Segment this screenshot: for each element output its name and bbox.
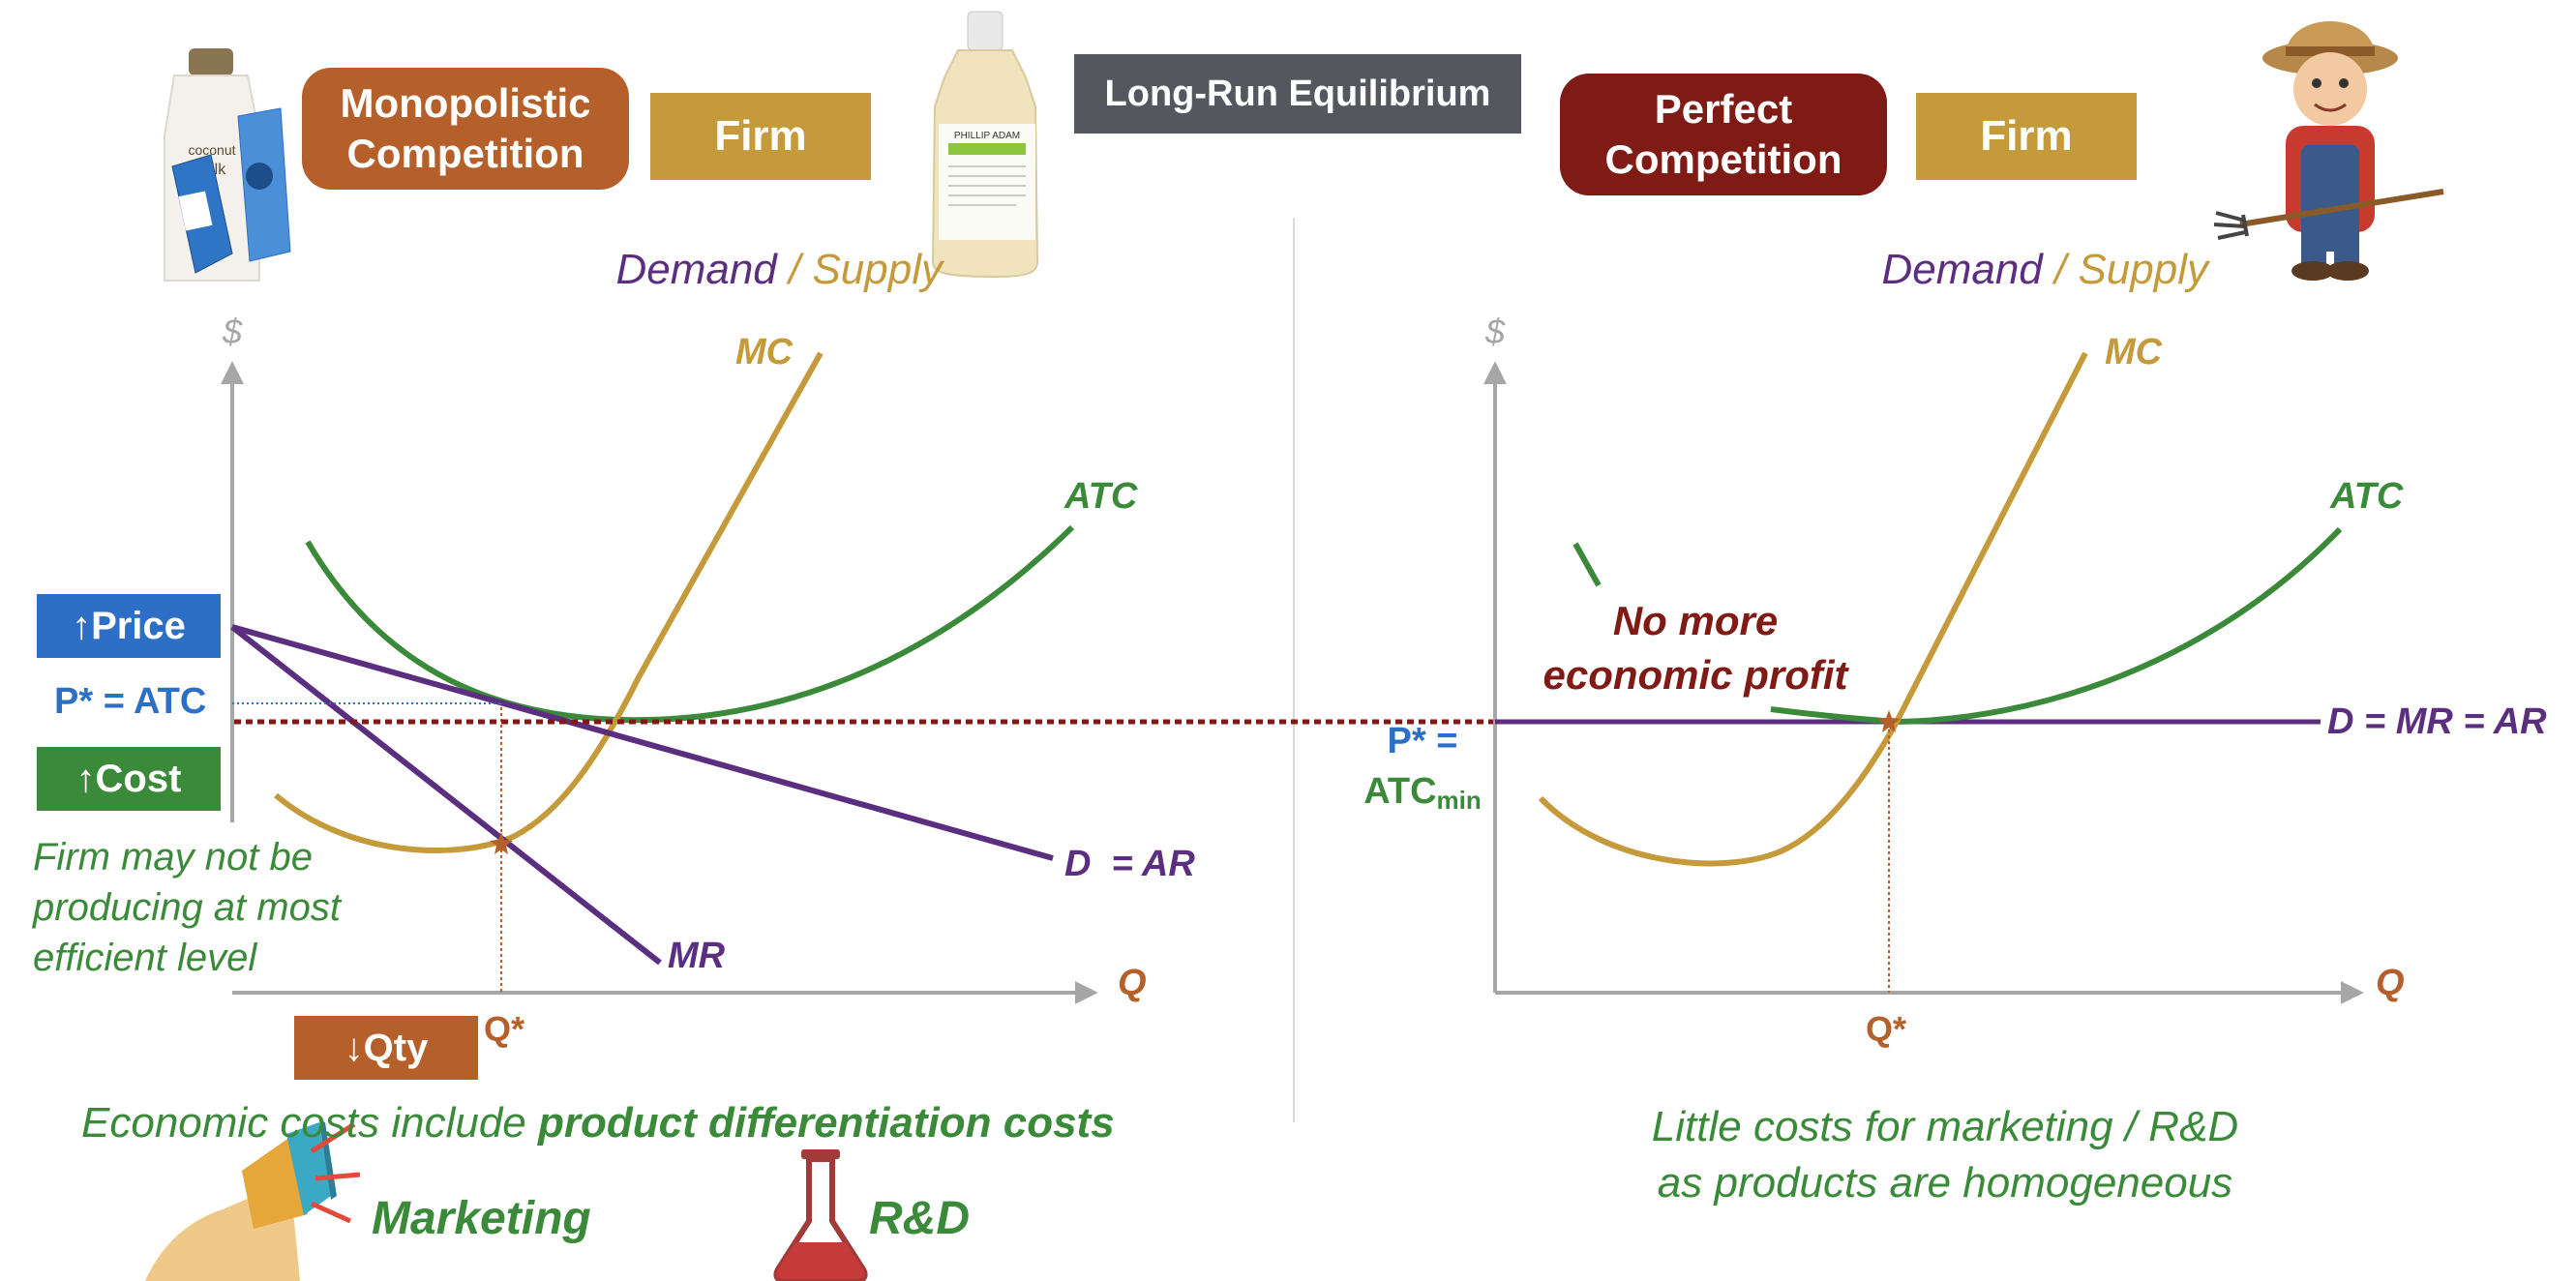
left-supply-word: Supply — [812, 246, 943, 293]
left-graph — [221, 351, 1098, 1004]
left-costs-prefix: Economic costs include — [81, 1099, 538, 1147]
bottle-label-coconut: coconut — [188, 142, 235, 158]
price-up-box: ↑Price — [37, 594, 221, 658]
farmer-illustration — [2213, 21, 2444, 281]
right-firm-text: Firm — [1980, 112, 2073, 160]
right-supply-word: Supply — [2078, 246, 2208, 293]
right-demand-supply-label: Demand / Supply — [1858, 197, 2208, 294]
monopolistic-line2: Competition — [346, 131, 584, 176]
left-mc-label: MC — [735, 332, 794, 372]
left-costs-bold: product differentiation costs — [538, 1099, 1115, 1147]
marketing-label: Marketing — [372, 1193, 591, 1244]
right-atc-curve — [1770, 526, 2343, 726]
right-mc-label: MC — [2105, 332, 2163, 372]
title-text: Long-Run Equilibrium — [1104, 73, 1491, 114]
atc-min-main: ATC — [1363, 771, 1436, 812]
atc-min-sub: min — [1437, 786, 1482, 815]
phillip-adam-bottle-illustration: PHILLIP ADAM — [931, 11, 1039, 279]
right-demand-word: Demand — [1881, 246, 2043, 293]
left-atc-curve — [305, 524, 1075, 724]
right-costs-line2: as products are homogeneous — [1657, 1159, 2233, 1207]
left-demand-word: Demand — [615, 246, 777, 293]
right-atc-curve-left — [1573, 542, 1602, 587]
left-demand-label: D = AR — [1064, 844, 1195, 884]
perfect-competition-box: Perfect Competition — [1560, 74, 1887, 195]
left-q-star-label: Q* — [484, 1009, 524, 1049]
efficiency-note-line2: producing at most — [33, 886, 341, 929]
right-demand-label: D = MR = AR — [2327, 701, 2547, 742]
profit-note-line2: economic profit — [1543, 652, 1849, 698]
profit-note-line1: No more — [1613, 598, 1778, 643]
left-mc-mr-point — [490, 832, 513, 854]
cost-up-box: ↑Cost — [37, 747, 221, 811]
left-costs-note: Economic costs include product different… — [81, 1099, 1115, 1147]
left-slash: / — [776, 246, 813, 293]
qty-down-box: ↓Qty — [294, 1016, 478, 1080]
efficiency-note-line1: Firm may not be — [33, 836, 313, 879]
perfect-line1: Perfect — [1654, 86, 1793, 132]
bottle-label-phillip-adam: PHILLIP ADAM — [954, 131, 1020, 141]
right-atc-min-label: ATCmin — [1363, 771, 1482, 815]
rd-label: R&D — [869, 1193, 970, 1244]
right-y-axis-label: $ — [1484, 312, 1506, 351]
right-graph — [1483, 351, 2364, 1004]
right-slash: / — [2042, 246, 2079, 293]
monopolistic-competition-box: Monopolistic Competition — [302, 68, 629, 190]
right-firm-box: Firm — [1916, 93, 2137, 180]
left-y-axis-label: $ — [222, 312, 243, 351]
left-mc-curve — [274, 351, 824, 854]
title-box: Long-Run Equilibrium — [1074, 54, 1521, 134]
left-firm-text: Firm — [714, 112, 807, 160]
shampoo-bottles-illustration: coconut milk — [164, 48, 291, 282]
qty-down-text: ↓Qty — [344, 1026, 429, 1069]
monopolistic-line1: Monopolistic — [340, 80, 591, 126]
left-mr-label: MR — [668, 936, 726, 976]
right-x-axis-label: Q — [2376, 963, 2405, 1003]
right-costs-note: Little costs for marketing / R&D as prod… — [1635, 1099, 2255, 1211]
right-q-star-label: Q* — [1866, 1009, 1906, 1049]
right-mc-curve — [1538, 351, 2088, 867]
right-atc-label: ATC — [2329, 476, 2404, 517]
left-demand-supply-label: Demand / Supply — [592, 197, 943, 294]
efficiency-note-line3: efficient level — [33, 937, 257, 979]
left-firm-box: Firm — [650, 93, 871, 180]
left-p-atc-label: P* = ATC — [54, 681, 206, 722]
left-mr-curve — [230, 624, 662, 966]
flask-icon — [773, 1149, 868, 1281]
cost-up-text: ↑Cost — [75, 757, 182, 800]
right-costs-line1: Little costs for marketing / R&D — [1651, 1103, 2239, 1150]
price-up-text: ↑Price — [72, 604, 186, 647]
perfect-line2: Competition — [1604, 136, 1842, 182]
right-equilibrium-point — [1877, 710, 1901, 732]
right-p-star-label: P* = — [1388, 721, 1458, 761]
left-x-axis-label: Q — [1118, 963, 1147, 1003]
megaphone-icon — [145, 1120, 361, 1281]
efficiency-note: Firm may not be producing at most effici… — [33, 832, 341, 983]
left-demand-curve — [231, 624, 1054, 861]
left-atc-label: ATC — [1063, 476, 1138, 517]
